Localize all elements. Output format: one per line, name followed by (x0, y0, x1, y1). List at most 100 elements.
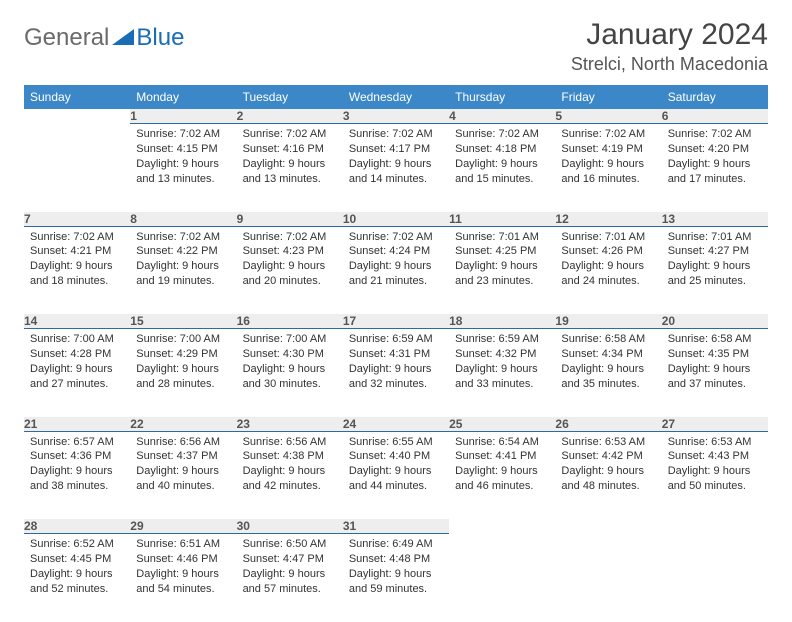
day-details: Sunrise: 7:01 AMSunset: 4:27 PMDaylight:… (662, 227, 768, 295)
day-cell: Sunrise: 7:02 AMSunset: 4:17 PMDaylight:… (343, 124, 449, 212)
day-cell: Sunrise: 6:58 AMSunset: 4:35 PMDaylight:… (662, 329, 768, 417)
day-details: Sunrise: 6:56 AMSunset: 4:37 PMDaylight:… (130, 432, 236, 500)
day-cell: Sunrise: 6:54 AMSunset: 4:41 PMDaylight:… (449, 431, 555, 519)
day-number: 6 (662, 109, 768, 124)
day-number: 8 (130, 212, 236, 227)
logo-text-blue: Blue (136, 24, 184, 52)
weekday-header: Saturday (662, 85, 768, 109)
day-cell: Sunrise: 6:56 AMSunset: 4:37 PMDaylight:… (130, 431, 236, 519)
day-details: Sunrise: 6:58 AMSunset: 4:35 PMDaylight:… (662, 329, 768, 397)
logo: General Blue (24, 18, 184, 52)
day-details: Sunrise: 7:00 AMSunset: 4:30 PMDaylight:… (237, 329, 343, 397)
day-details: Sunrise: 6:58 AMSunset: 4:34 PMDaylight:… (555, 329, 661, 397)
day-details: Sunrise: 7:02 AMSunset: 4:15 PMDaylight:… (130, 124, 236, 192)
day-details: Sunrise: 7:01 AMSunset: 4:25 PMDaylight:… (449, 227, 555, 295)
day-details: Sunrise: 6:56 AMSunset: 4:38 PMDaylight:… (237, 432, 343, 500)
day-cell: Sunrise: 7:02 AMSunset: 4:20 PMDaylight:… (662, 124, 768, 212)
day-details: Sunrise: 7:00 AMSunset: 4:29 PMDaylight:… (130, 329, 236, 397)
day-cell: Sunrise: 6:53 AMSunset: 4:42 PMDaylight:… (555, 431, 661, 519)
day-number: 2 (237, 109, 343, 124)
day-cell: Sunrise: 7:00 AMSunset: 4:28 PMDaylight:… (24, 329, 130, 417)
day-details: Sunrise: 6:51 AMSunset: 4:46 PMDaylight:… (130, 534, 236, 602)
day-details: Sunrise: 6:49 AMSunset: 4:48 PMDaylight:… (343, 534, 449, 602)
day-details: Sunrise: 6:55 AMSunset: 4:40 PMDaylight:… (343, 432, 449, 500)
day-cell: Sunrise: 6:53 AMSunset: 4:43 PMDaylight:… (662, 431, 768, 519)
day-number: 23 (237, 417, 343, 432)
weekday-header: Friday (555, 85, 661, 109)
day-cell: Sunrise: 6:51 AMSunset: 4:46 PMDaylight:… (130, 534, 236, 622)
day-number: 15 (130, 314, 236, 329)
page-title: January 2024 (571, 18, 768, 52)
weekday-header: Sunday (24, 85, 130, 109)
day-number: 16 (237, 314, 343, 329)
day-number: 31 (343, 519, 449, 534)
location-subtitle: Strelci, North Macedonia (571, 54, 768, 75)
day-cell: Sunrise: 7:02 AMSunset: 4:19 PMDaylight:… (555, 124, 661, 212)
day-details: Sunrise: 6:53 AMSunset: 4:43 PMDaylight:… (662, 432, 768, 500)
empty-cell (24, 109, 130, 124)
day-number: 11 (449, 212, 555, 227)
day-cell: Sunrise: 6:52 AMSunset: 4:45 PMDaylight:… (24, 534, 130, 622)
day-number: 30 (237, 519, 343, 534)
weekday-header: Monday (130, 85, 236, 109)
empty-cell (449, 519, 555, 534)
day-details: Sunrise: 7:02 AMSunset: 4:17 PMDaylight:… (343, 124, 449, 192)
day-number: 12 (555, 212, 661, 227)
day-details: Sunrise: 7:02 AMSunset: 4:21 PMDaylight:… (24, 227, 130, 295)
day-details: Sunrise: 7:02 AMSunset: 4:19 PMDaylight:… (555, 124, 661, 192)
daynum-row: 28293031 (24, 519, 768, 534)
day-details: Sunrise: 7:02 AMSunset: 4:22 PMDaylight:… (130, 227, 236, 295)
weekday-header: Wednesday (343, 85, 449, 109)
daynum-row: 123456 (24, 109, 768, 124)
calendar-table: SundayMondayTuesdayWednesdayThursdayFrid… (24, 85, 768, 622)
day-content-row: Sunrise: 7:00 AMSunset: 4:28 PMDaylight:… (24, 329, 768, 417)
day-details: Sunrise: 7:02 AMSunset: 4:16 PMDaylight:… (237, 124, 343, 192)
empty-cell (24, 124, 130, 212)
header: General Blue January 2024 Strelci, North… (24, 18, 768, 75)
day-cell: Sunrise: 6:59 AMSunset: 4:32 PMDaylight:… (449, 329, 555, 417)
day-details: Sunrise: 6:57 AMSunset: 4:36 PMDaylight:… (24, 432, 130, 500)
day-cell: Sunrise: 6:50 AMSunset: 4:47 PMDaylight:… (237, 534, 343, 622)
day-cell: Sunrise: 6:55 AMSunset: 4:40 PMDaylight:… (343, 431, 449, 519)
title-block: January 2024 Strelci, North Macedonia (571, 18, 768, 75)
day-content-row: Sunrise: 6:52 AMSunset: 4:45 PMDaylight:… (24, 534, 768, 622)
empty-cell (662, 534, 768, 622)
day-number: 3 (343, 109, 449, 124)
day-number: 19 (555, 314, 661, 329)
day-cell: Sunrise: 6:49 AMSunset: 4:48 PMDaylight:… (343, 534, 449, 622)
day-details: Sunrise: 6:59 AMSunset: 4:32 PMDaylight:… (449, 329, 555, 397)
day-number: 9 (237, 212, 343, 227)
weekday-header-row: SundayMondayTuesdayWednesdayThursdayFrid… (24, 85, 768, 109)
day-details: Sunrise: 7:02 AMSunset: 4:20 PMDaylight:… (662, 124, 768, 192)
weekday-header: Tuesday (237, 85, 343, 109)
empty-cell (555, 534, 661, 622)
day-details: Sunrise: 7:02 AMSunset: 4:18 PMDaylight:… (449, 124, 555, 192)
day-number: 22 (130, 417, 236, 432)
weekday-header: Thursday (449, 85, 555, 109)
day-details: Sunrise: 7:00 AMSunset: 4:28 PMDaylight:… (24, 329, 130, 397)
day-number: 25 (449, 417, 555, 432)
day-cell: Sunrise: 7:00 AMSunset: 4:29 PMDaylight:… (130, 329, 236, 417)
day-details: Sunrise: 7:01 AMSunset: 4:26 PMDaylight:… (555, 227, 661, 295)
day-cell: Sunrise: 7:01 AMSunset: 4:25 PMDaylight:… (449, 226, 555, 314)
empty-cell (555, 519, 661, 534)
day-details: Sunrise: 6:54 AMSunset: 4:41 PMDaylight:… (449, 432, 555, 500)
day-number: 29 (130, 519, 236, 534)
day-number: 17 (343, 314, 449, 329)
day-cell: Sunrise: 7:02 AMSunset: 4:23 PMDaylight:… (237, 226, 343, 314)
day-details: Sunrise: 6:53 AMSunset: 4:42 PMDaylight:… (555, 432, 661, 500)
day-number: 26 (555, 417, 661, 432)
day-number: 7 (24, 212, 130, 227)
day-cell: Sunrise: 6:58 AMSunset: 4:34 PMDaylight:… (555, 329, 661, 417)
day-cell: Sunrise: 6:59 AMSunset: 4:31 PMDaylight:… (343, 329, 449, 417)
logo-triangle-icon (112, 24, 134, 52)
day-cell: Sunrise: 7:01 AMSunset: 4:26 PMDaylight:… (555, 226, 661, 314)
day-content-row: Sunrise: 7:02 AMSunset: 4:21 PMDaylight:… (24, 226, 768, 314)
day-cell: Sunrise: 7:02 AMSunset: 4:21 PMDaylight:… (24, 226, 130, 314)
day-cell: Sunrise: 7:02 AMSunset: 4:22 PMDaylight:… (130, 226, 236, 314)
day-number: 28 (24, 519, 130, 534)
day-details: Sunrise: 7:02 AMSunset: 4:24 PMDaylight:… (343, 227, 449, 295)
day-number: 4 (449, 109, 555, 124)
day-cell: Sunrise: 6:56 AMSunset: 4:38 PMDaylight:… (237, 431, 343, 519)
day-number: 18 (449, 314, 555, 329)
